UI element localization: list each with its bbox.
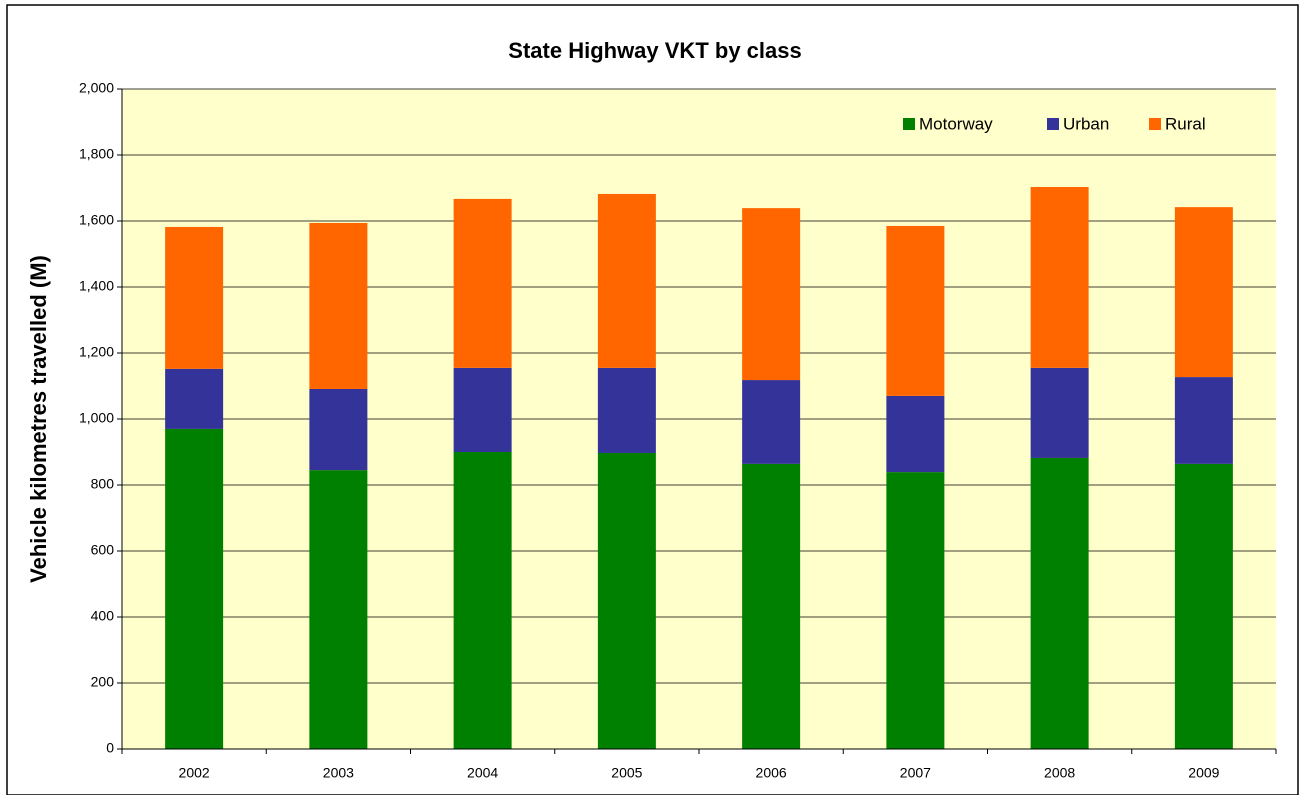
legend-swatch [1047,118,1059,130]
x-tick-label: 2004 [467,765,498,781]
bar-segment [309,388,368,471]
bar-segment [742,463,801,749]
x-tick-label: 2009 [1188,765,1219,781]
y-tick-label: 2,000 [79,80,114,96]
y-tick-label: 400 [91,608,115,624]
legend-label: Rural [1165,114,1206,133]
y-tick-label: 1,600 [79,212,114,228]
bar-segment [886,472,945,749]
y-axis-label: Vehicle kilometres travelled (M) [26,255,51,583]
bar-segment [1030,457,1089,749]
bar-segment [742,380,801,464]
bar-segment [1174,463,1233,749]
legend-swatch [1149,118,1161,130]
y-tick-label: 1,400 [79,278,114,294]
bar-segment [453,452,512,749]
bar-segment [165,226,224,369]
legend-swatch [903,118,915,130]
bar-segment [1174,207,1233,378]
x-tick-label: 2008 [1044,765,1075,781]
y-tick-label: 200 [91,674,115,690]
y-tick-label: 1,000 [79,410,114,426]
x-tick-label: 2007 [900,765,931,781]
bar-segment [597,452,656,749]
x-tick-label: 2002 [179,765,210,781]
x-tick-label: 2005 [611,765,642,781]
y-tick-label: 1,800 [79,146,114,162]
bar-segment [886,225,945,396]
y-tick-label: 1,200 [79,344,114,360]
bar-segment [309,470,368,749]
bar-segment [1030,367,1089,458]
y-tick-label: 0 [106,740,114,756]
bar-segment [453,198,512,368]
x-tick-label: 2003 [323,765,354,781]
x-tick-label: 2006 [756,765,787,781]
legend-label: Urban [1063,114,1109,133]
bar-segment [165,368,224,429]
bar-segment [1174,377,1233,464]
bar-segment [597,193,656,368]
bar-segment [453,367,512,452]
bar-segment [1030,187,1089,368]
bar-segment [742,208,801,381]
chart-title: State Highway VKT by class [508,38,801,63]
bar-segment [597,367,656,453]
y-tick-label: 800 [91,476,115,492]
legend-label: Motorway [919,114,993,133]
bar-segment [886,395,945,473]
y-tick-label: 600 [91,542,115,558]
bar-segment [165,428,224,749]
bar-segment [309,222,368,389]
